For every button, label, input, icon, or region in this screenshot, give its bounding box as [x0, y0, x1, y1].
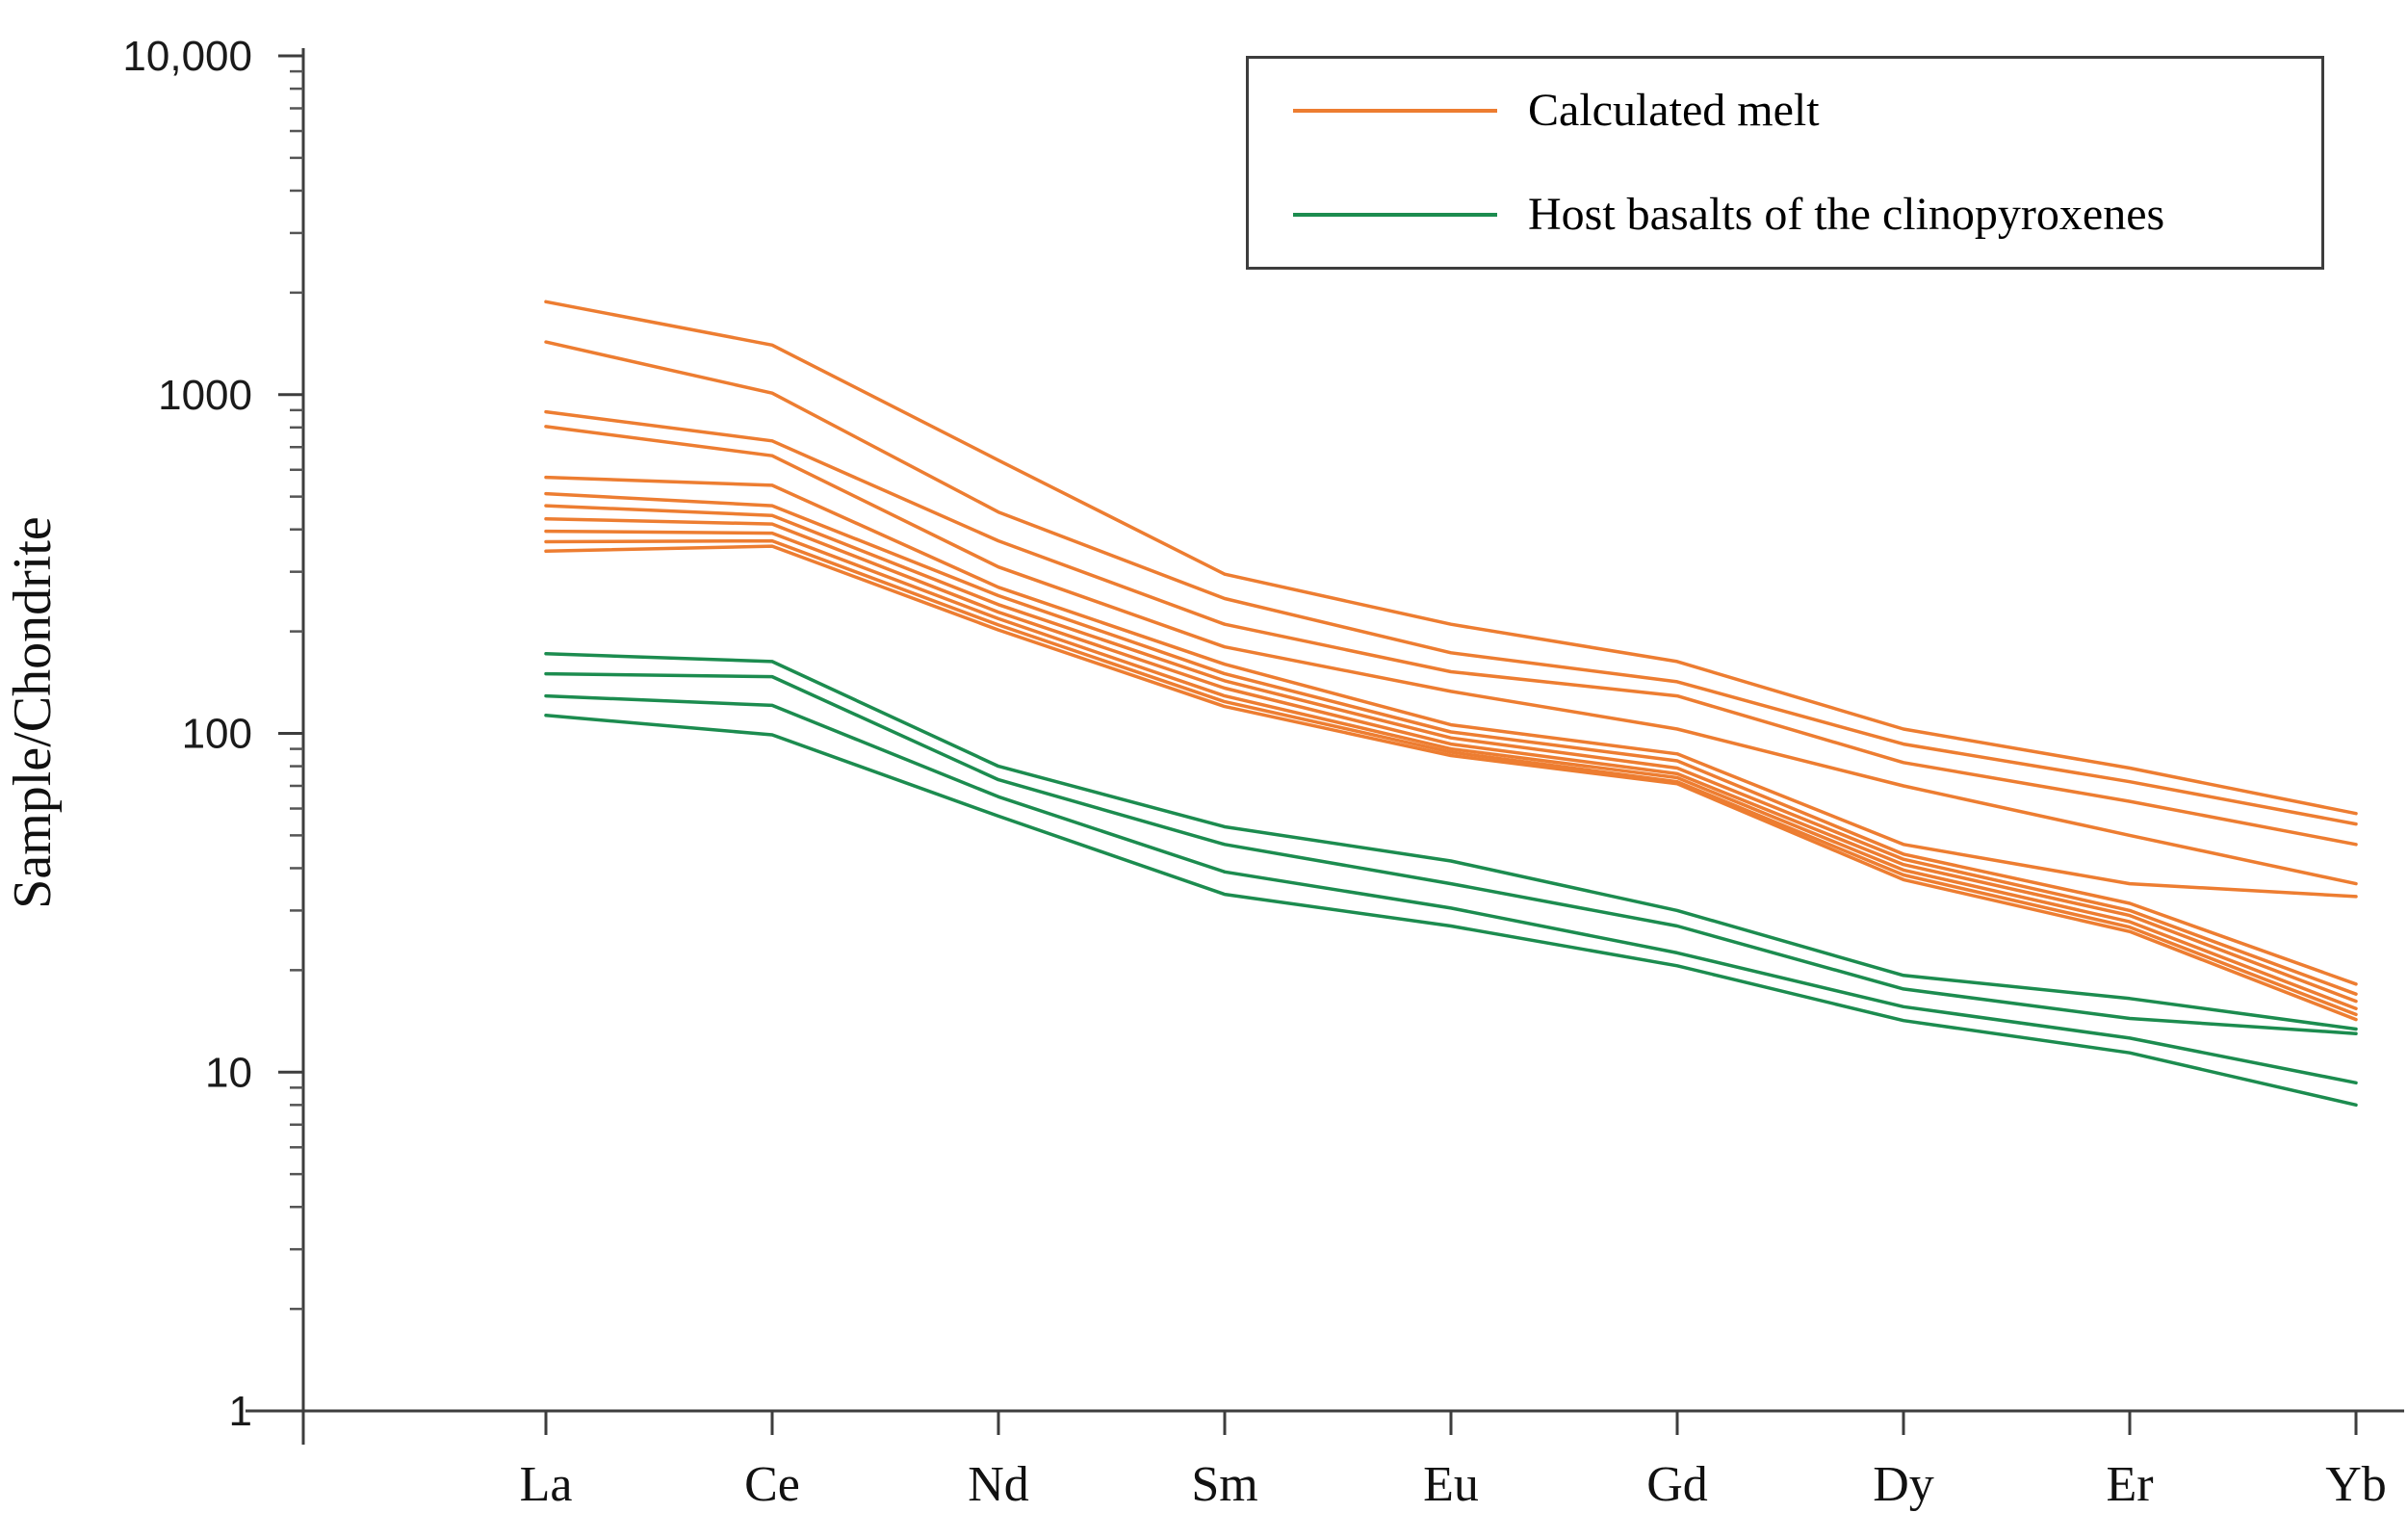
x-axis-tick-label: Er — [2106, 1457, 2153, 1512]
x-axis-tick-label: Ce — [744, 1457, 800, 1512]
series-line-basalt-1 — [544, 651, 2358, 1031]
y-axis-tick-label: 10 — [205, 1049, 252, 1096]
axes: 10,000 1000 100 10 1 La Ce Nd Sm Eu Gd Dy Er Yb — [122, 33, 2404, 1512]
series-line-melt-6 — [544, 491, 2358, 986]
series-line-melt-10 — [544, 538, 2358, 1017]
series-line-melt-3 — [544, 409, 2358, 847]
y-axis-tick-label: 100 — [182, 711, 252, 758]
series-line-melt-1 — [544, 300, 2358, 816]
x-axis-tick-label: Nd — [968, 1457, 1029, 1512]
x-axis-tick-label: Sm — [1191, 1457, 1257, 1512]
series-line-basalt-4 — [544, 714, 2358, 1108]
y-axis-tick-label: 1000 — [158, 372, 252, 419]
x-axis-tick-label: Eu — [1423, 1457, 1479, 1512]
series-line-melt-7 — [544, 504, 2358, 996]
legend-label-calculated-melt: Calculated melt — [1528, 85, 1820, 136]
series-line-melt-11 — [544, 544, 2358, 1022]
series-lines — [544, 300, 2358, 1108]
series-line-melt-2 — [544, 340, 2358, 826]
series-line-melt-8 — [544, 516, 2358, 1004]
series-line-basalt-2 — [544, 671, 2358, 1035]
y-axis-tick-label: 10,000 — [122, 33, 252, 80]
legend-item-calculated-melt: Calculated melt — [1249, 59, 2321, 163]
legend: Calculated melt Host basalts of the clin… — [1246, 56, 2324, 270]
series-line-melt-4 — [544, 425, 2358, 886]
series-line-basalt-3 — [544, 693, 2358, 1085]
x-axis-tick-label: La — [520, 1457, 573, 1512]
legend-item-host-basalts: Host basalts of the clinopyroxenes — [1249, 163, 2321, 267]
melt-line-swatch — [1293, 109, 1497, 113]
basalt-line-swatch — [1293, 213, 1497, 217]
series-line-melt-9 — [544, 529, 2358, 1011]
legend-label-host-basalts: Host basalts of the clinopyroxenes — [1528, 189, 2165, 240]
x-axis-tick-label: Dy — [1873, 1457, 1934, 1512]
x-axis-tick-label: Yb — [2325, 1457, 2387, 1512]
y-axis-title: Sample/Chondrite — [3, 516, 63, 909]
y-axis-tick-label: 1 — [229, 1388, 252, 1435]
series-line-melt-5 — [544, 475, 2358, 899]
x-axis-tick-label: Gd — [1646, 1457, 1708, 1512]
